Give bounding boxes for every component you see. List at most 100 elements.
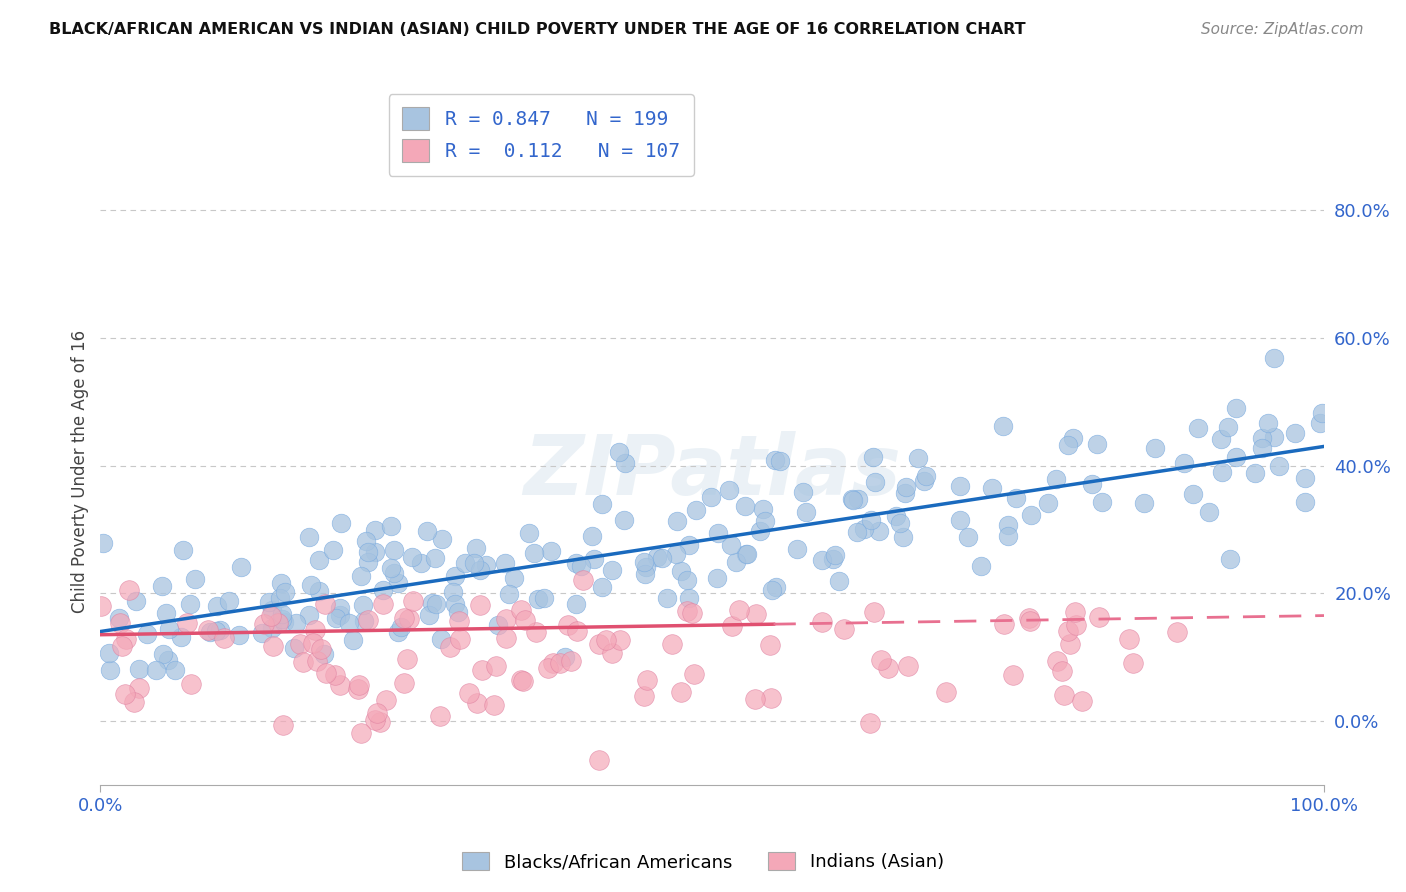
Point [152,647,174,661]
Point [1038,496,1060,510]
Point [720,538,742,552]
Point [1064,605,1087,619]
Point [862,450,884,464]
Point [128,681,150,696]
Point [557,618,579,632]
Point [357,545,380,559]
Point [323,668,346,682]
Point [311,641,333,656]
Point [108,610,131,624]
Point [228,628,250,642]
Point [135,627,157,641]
Point [1080,476,1102,491]
Point [765,580,787,594]
Point [205,599,228,613]
Point [467,696,489,710]
Point [90,599,112,613]
Point [395,651,418,665]
Point [970,559,993,574]
Point [449,632,471,646]
Point [1053,689,1076,703]
Point [470,563,492,577]
Point [98,646,121,660]
Point [1225,401,1247,416]
Point [364,523,387,537]
Point [375,693,398,707]
Text: Source: ZipAtlas.com: Source: ZipAtlas.com [1201,22,1364,37]
Point [366,706,388,720]
Point [752,502,775,516]
Point [699,490,721,504]
Point [262,603,284,617]
Point [150,579,173,593]
Point [685,503,707,517]
Point [824,548,846,562]
Point [613,513,636,527]
Point [935,684,957,698]
Point [681,606,703,620]
Point [308,583,330,598]
Point [560,654,582,668]
Point [1244,466,1267,480]
Point [284,615,307,630]
Point [430,533,453,547]
Point [912,474,935,488]
Point [1019,614,1042,628]
Point [155,607,177,621]
Point [949,513,972,527]
Point [308,553,330,567]
Point [1071,694,1094,708]
Point [382,543,405,558]
Point [707,525,730,540]
Point [423,551,446,566]
Point [1046,654,1069,668]
Point [949,479,972,493]
Point [439,640,461,654]
Point [418,608,440,623]
Point [527,591,550,606]
Point [1122,656,1144,670]
Point [591,581,613,595]
Point [325,611,347,625]
Point [792,485,814,500]
Point [262,639,284,653]
Point [509,673,531,688]
Point [291,655,314,669]
Point [380,519,402,533]
Point [430,632,453,647]
Point [409,556,432,570]
Point [1052,664,1074,678]
Point [298,607,321,622]
Point [564,556,586,570]
Point [728,603,751,617]
Point [841,491,863,506]
Point [1018,611,1040,625]
Point [392,676,415,690]
Point [250,626,273,640]
Point [443,597,465,611]
Point [1056,438,1078,452]
Point [533,591,555,605]
Point [600,563,623,577]
Point [565,624,588,639]
Point [572,574,595,588]
Point [541,656,564,670]
Point [832,622,855,636]
Point [447,605,470,619]
Point [494,556,516,570]
Point [454,557,477,571]
Point [124,594,146,608]
Point [415,524,437,538]
Point [683,666,706,681]
Point [447,615,470,629]
Point [810,552,832,566]
Point [337,615,360,630]
Point [271,718,294,732]
Point [176,615,198,630]
Point [581,529,603,543]
Point [156,653,179,667]
Point [364,713,387,727]
Point [488,617,510,632]
Point [1091,495,1114,509]
Point [671,684,693,698]
